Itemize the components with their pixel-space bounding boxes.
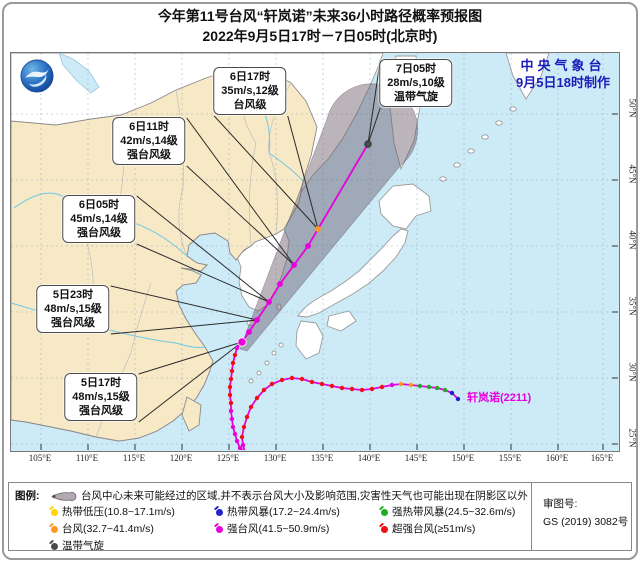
- lat-tick-label: 40°N: [627, 230, 638, 250]
- severe-tropical-storm-icon: [381, 509, 388, 516]
- forecast-category: 强台风级: [78, 405, 123, 417]
- forecast-intensity: 35m/s,12级: [221, 85, 279, 97]
- forecast-time: 5日17时: [80, 377, 122, 389]
- legend-item-sts: 强热带风暴(24.5~32.6m/s): [381, 504, 515, 519]
- tropical-depression-icon: [51, 509, 58, 516]
- lon-tick-label: 115°E: [122, 453, 146, 463]
- extratropical-cyclone-icon: [51, 543, 58, 550]
- forecast-intensity: 48m/s,15级: [44, 303, 102, 315]
- legend-item-superty: 超强台风(≥51m/s): [381, 521, 475, 536]
- forecast-intensity: 48m/s,15级: [72, 391, 130, 403]
- lake-baikal: [58, 53, 100, 94]
- forecast-category: 强台风级: [76, 227, 121, 239]
- lon-tick-label: 140°E: [357, 453, 381, 463]
- map-review-number: 审图号: GS (2019) 3082号: [543, 495, 628, 531]
- title-line2: 2022年9月5日17时－7日05时(北京时): [202, 28, 438, 44]
- forecast-intensity: 45m/s,14级: [70, 213, 128, 225]
- legend-caption: 图例:: [15, 490, 40, 502]
- forecast-label-5d17: 5日17时 48m/s,15级 强台风级: [64, 373, 138, 421]
- review-label: 审图号:: [543, 498, 578, 510]
- super-typhoon-icon: [381, 526, 388, 533]
- watermark-issued: 9月5日18时制作: [516, 75, 610, 90]
- forecast-category: 台风级: [233, 99, 267, 111]
- forecast-label-5d23: 5日23时 48m/s,15级 强台风级: [36, 285, 110, 333]
- page-title: 今年第11号台风“轩岚诺”未来36小时路径概率预报图 2022年9月5日17时－…: [0, 6, 640, 46]
- map-panel: 中央气象台 9月5日18时制作 轩岚诺(2211) 7日05时 28m/s,10…: [10, 52, 620, 452]
- honshu-island: [297, 228, 409, 318]
- forecast-label-6d17: 6日17时 35m/s,12级 台风级: [213, 67, 287, 115]
- legend-item-extratropical: 温带气旋: [51, 538, 104, 553]
- legend-item-td: 热带低压(10.8~17.1m/s): [51, 504, 175, 519]
- lat-tick-label: 30°N: [627, 362, 638, 382]
- watermark-agency: 中央气象台: [520, 58, 606, 73]
- lat-tick-label: 50°N: [627, 98, 638, 118]
- cma-logo-icon: [19, 58, 55, 94]
- longitude-axis: 105°E 110°E 115°E 120°E 125°E 130°E 135°E 140°E…: [10, 453, 620, 467]
- lon-tick-label: 110°E: [75, 453, 99, 463]
- forecast-category: 温带气旋: [393, 91, 438, 103]
- forecast-intensity: 42m/s,14级: [120, 135, 178, 147]
- lon-tick-label: 160°E: [545, 453, 569, 463]
- title-line1: 今年第11号台风“轩岚诺”未来36小时路径概率预报图: [157, 8, 483, 24]
- lon-tick-label: 165°E: [590, 453, 614, 463]
- lon-tick-label: 150°E: [451, 453, 475, 463]
- cone-legend-text: 台风中心未来可能经过的区域,并不表示台风大小及影响范围,灾害性天气也可能出现在阴…: [81, 490, 528, 502]
- lon-tick-label: 155°E: [498, 453, 522, 463]
- lon-tick-label: 145°E: [404, 453, 428, 463]
- forecast-category: 强台风级: [126, 149, 171, 161]
- lon-tick-label: 130°E: [263, 453, 287, 463]
- lon-tick-label: 120°E: [169, 453, 193, 463]
- forecast-label-7d05: 7日05时 28m/s,10级 温带气旋: [379, 59, 453, 107]
- lon-tick-label: 125°E: [216, 453, 240, 463]
- legend-item-ts: 热带风暴(17.2~24.4m/s): [216, 504, 340, 519]
- forecast-intensity: 28m/s,10级: [387, 77, 445, 89]
- forecast-label-6d11: 6日11时 42m/s,14级 强台风级: [112, 117, 186, 165]
- leader-lines: [110, 59, 381, 423]
- severe-typhoon-icon: [216, 526, 223, 533]
- typhoon-icon: [51, 526, 58, 533]
- lat-tick-label: 25°N: [627, 428, 638, 448]
- map-canvas: [11, 53, 618, 450]
- forecast-category: 强台风级: [50, 317, 95, 329]
- kyushu-island: [295, 320, 324, 360]
- kamchatka-peninsula: [505, 53, 550, 100]
- legend-item-sty: 强台风(41.5~50.9m/s): [216, 521, 329, 536]
- forecast-time: 5日23时: [52, 289, 94, 301]
- forecast-time: 7日05时: [395, 63, 437, 75]
- legend-item-ty: 台风(32.7~41.4m/s): [51, 521, 154, 536]
- review-value: GS (2019) 3082号: [543, 516, 629, 528]
- legend-divider: [531, 483, 532, 550]
- lon-tick-label: 135°E: [310, 453, 334, 463]
- forecast-time: 6日11时: [129, 121, 169, 133]
- lat-tick-label: 45°N: [627, 164, 638, 184]
- forecast-label-6d05: 6日05时 45m/s,14级 强台风级: [62, 195, 136, 243]
- lon-tick-label: 105°E: [28, 453, 52, 463]
- tsushima-island: [276, 303, 282, 311]
- china-landmass: [11, 66, 318, 442]
- cone-legend-icon: [51, 490, 77, 506]
- legend-panel: 图例: 台风中心未来可能经过的区域,并不表示台风大小及影响范围,灾害性天气也可能…: [8, 482, 632, 553]
- watermark: 中央气象台 9月5日18时制作: [509, 57, 617, 91]
- typhoon-track: [227, 140, 461, 450]
- forecast-time: 6日17时: [229, 71, 271, 83]
- lat-tick-label: 35°N: [627, 296, 638, 316]
- forecast-time: 6日05时: [78, 199, 120, 211]
- storm-name-label: 轩岚诺(2211): [467, 392, 532, 404]
- tropical-storm-icon: [216, 509, 223, 516]
- shikoku-island: [326, 310, 357, 332]
- hokkaido-island: [378, 183, 432, 230]
- latitude-axis: 50°N 45°N 40°N 35°N 30°N 25°N: [621, 52, 638, 452]
- taiwan-island: [181, 396, 202, 432]
